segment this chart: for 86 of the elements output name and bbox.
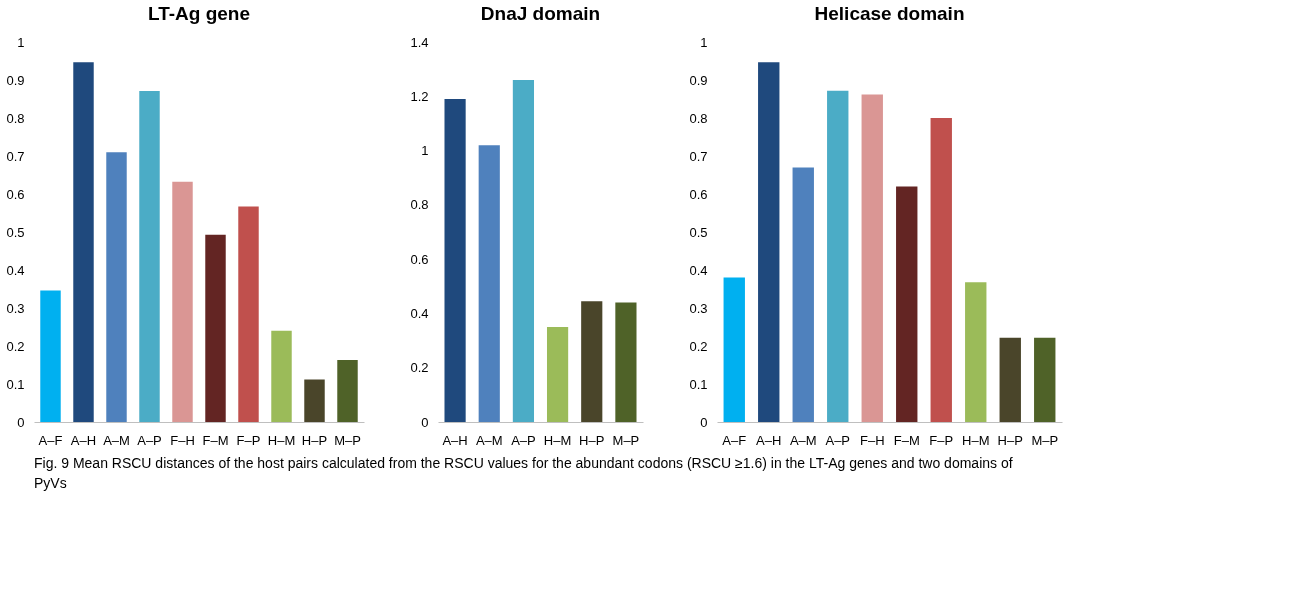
bar <box>172 181 193 422</box>
x-tick-label: A–H <box>70 432 97 448</box>
y-tick-label: 0.7 <box>689 148 708 164</box>
x-tick-label: M–P <box>612 432 640 448</box>
bar <box>512 80 535 422</box>
bar <box>205 234 226 422</box>
bar <box>615 302 637 422</box>
chart-title: DnaJ domain <box>480 3 601 24</box>
bar <box>999 337 1021 422</box>
bar <box>238 206 259 422</box>
bar <box>271 330 292 422</box>
x-tick-label: F–P <box>929 432 954 448</box>
y-tick-label: 0.8 <box>689 110 708 126</box>
bar <box>581 301 603 422</box>
y-tick-label: 0 <box>17 414 25 430</box>
y-tick-label: 1.4 <box>410 34 429 50</box>
y-tick-label: 0.2 <box>6 338 25 354</box>
y-tick-label: 0.9 <box>689 72 708 88</box>
y-tick-label: 0.2 <box>410 360 429 376</box>
bar <box>758 62 780 422</box>
x-tick-label: A–M <box>475 432 503 448</box>
x-tick-label: A–P <box>511 432 536 448</box>
x-tick-label: H–P <box>579 432 605 448</box>
x-tick-label: A–H <box>756 432 782 448</box>
bar <box>73 62 94 422</box>
y-tick-label: 0.5 <box>689 224 708 240</box>
y-tick-label: 0.5 <box>6 224 25 240</box>
bar <box>478 145 500 422</box>
chart-title: Helicase domain <box>814 3 965 24</box>
x-tick-label: A–P <box>137 432 162 448</box>
bar <box>546 327 569 422</box>
bar <box>139 91 160 422</box>
y-tick-label: 0.4 <box>689 262 708 278</box>
bar <box>723 277 745 422</box>
bar <box>896 186 918 422</box>
y-tick-label: 0.8 <box>410 197 429 213</box>
y-tick-label: 1 <box>700 34 708 50</box>
bar <box>1034 337 1056 422</box>
caption: Fig. 9 Mean RSCU distances of the host pairs calculated from the RSCU values for the abundant codons (RSCU ≥1.6) in the LT-Ag genes and two domains of PyVs <box>34 455 1013 491</box>
bar <box>930 118 952 422</box>
y-tick-label: 0.9 <box>6 72 25 88</box>
x-tick-label: M–P <box>334 432 361 448</box>
bar <box>861 94 883 422</box>
x-tick-label: M–P <box>1031 432 1059 448</box>
x-tick-label: H–M <box>267 432 296 448</box>
x-tick-label: F–M <box>202 432 229 448</box>
bar <box>304 379 325 422</box>
x-tick-label: A–P <box>825 432 851 448</box>
x-tick-label: H–M <box>962 432 990 448</box>
bar <box>827 90 849 422</box>
x-tick-label: A–H <box>442 432 468 448</box>
bar <box>444 99 466 422</box>
bar <box>337 360 358 422</box>
y-tick-label: 0.6 <box>410 251 429 267</box>
y-tick-label: 0.2 <box>689 338 708 354</box>
x-tick-label: A–F <box>38 432 63 448</box>
bar <box>965 282 987 422</box>
y-tick-label: 1.2 <box>410 88 429 104</box>
x-tick-label: H–P <box>997 432 1023 448</box>
x-tick-label: F–P <box>236 432 261 448</box>
x-tick-label: A–M <box>103 432 130 448</box>
y-tick-label: 0.6 <box>689 186 708 202</box>
x-tick-label: A–F <box>722 432 747 448</box>
chart-title: LT-Ag gene <box>147 3 251 24</box>
x-tick-label: H–M <box>543 432 572 448</box>
y-tick-label: 0.1 <box>6 376 25 392</box>
y-tick-label: 0.7 <box>6 148 25 164</box>
x-tick-label: A–M <box>789 432 817 448</box>
bar <box>792 167 814 422</box>
y-tick-label: 0.3 <box>6 300 25 316</box>
x-tick-label: F–H <box>859 432 885 448</box>
bar <box>106 152 127 422</box>
bar <box>40 290 61 422</box>
y-tick-label: 1 <box>421 143 429 159</box>
y-tick-label: 0.8 <box>6 110 25 126</box>
y-tick-label: 0 <box>700 414 708 430</box>
y-tick-label: 0.4 <box>6 262 25 278</box>
x-tick-label: F–M <box>893 432 920 448</box>
x-tick-label: H–P <box>301 432 328 448</box>
y-tick-label: 0.6 <box>6 186 25 202</box>
y-tick-label: 0.4 <box>410 305 429 321</box>
y-tick-label: 1 <box>17 34 25 50</box>
y-tick-label: 0 <box>421 414 429 430</box>
x-tick-label: F–H <box>170 432 195 448</box>
y-tick-label: 0.1 <box>689 376 708 392</box>
y-tick-label: 0.3 <box>689 300 708 316</box>
